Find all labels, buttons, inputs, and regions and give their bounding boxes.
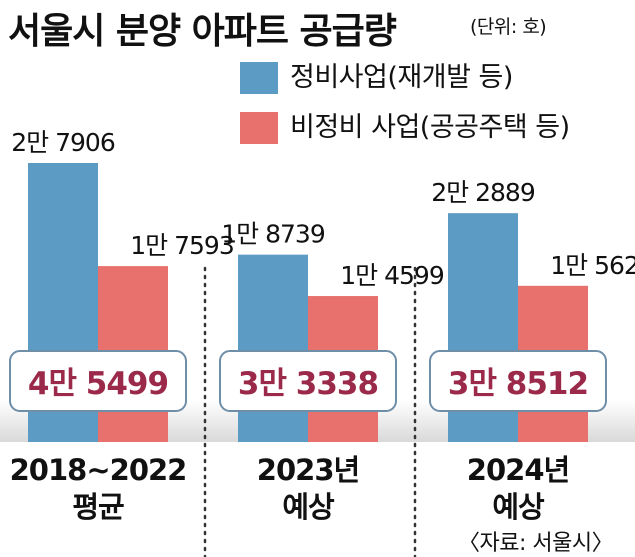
category-label: 2023년 bbox=[257, 453, 359, 487]
total-box bbox=[9, 350, 187, 412]
total-label: 3만 3338 bbox=[238, 366, 378, 402]
data-label: 1만 4599 bbox=[340, 261, 444, 290]
chart-title: 서울시 분양 아파트 공급량 bbox=[8, 11, 397, 52]
category-label: 평균 bbox=[72, 490, 124, 524]
total-label: 4만 5499 bbox=[28, 366, 168, 402]
legend-label-redevelopment: 정비사업(재개발 등) bbox=[290, 62, 513, 93]
source-label: 〈자료: 서울시〉 bbox=[458, 531, 614, 556]
bar-redevelopment bbox=[238, 254, 308, 442]
category-label: 예상 bbox=[282, 490, 335, 524]
legend-label-non-redevelopment: 비정비 사업(공공주택 등) bbox=[290, 112, 570, 143]
data-label: 2만 7906 bbox=[11, 128, 115, 157]
data-label: 2만 2889 bbox=[431, 178, 535, 207]
total-box bbox=[219, 350, 397, 412]
total-box bbox=[429, 350, 607, 412]
data-label: 1만 8739 bbox=[221, 220, 325, 249]
legend-swatch-non-redevelopment bbox=[240, 112, 278, 144]
legend-swatch-redevelopment bbox=[240, 62, 278, 94]
category-label: 2018~2022 bbox=[10, 453, 187, 487]
total-label: 3만 8512 bbox=[448, 366, 588, 402]
data-label: 1만 7593 bbox=[130, 231, 233, 260]
category-label: 예상 bbox=[492, 490, 545, 524]
unit-label: (단위: 호) bbox=[470, 16, 547, 38]
category-label: 2024년 bbox=[467, 453, 569, 487]
